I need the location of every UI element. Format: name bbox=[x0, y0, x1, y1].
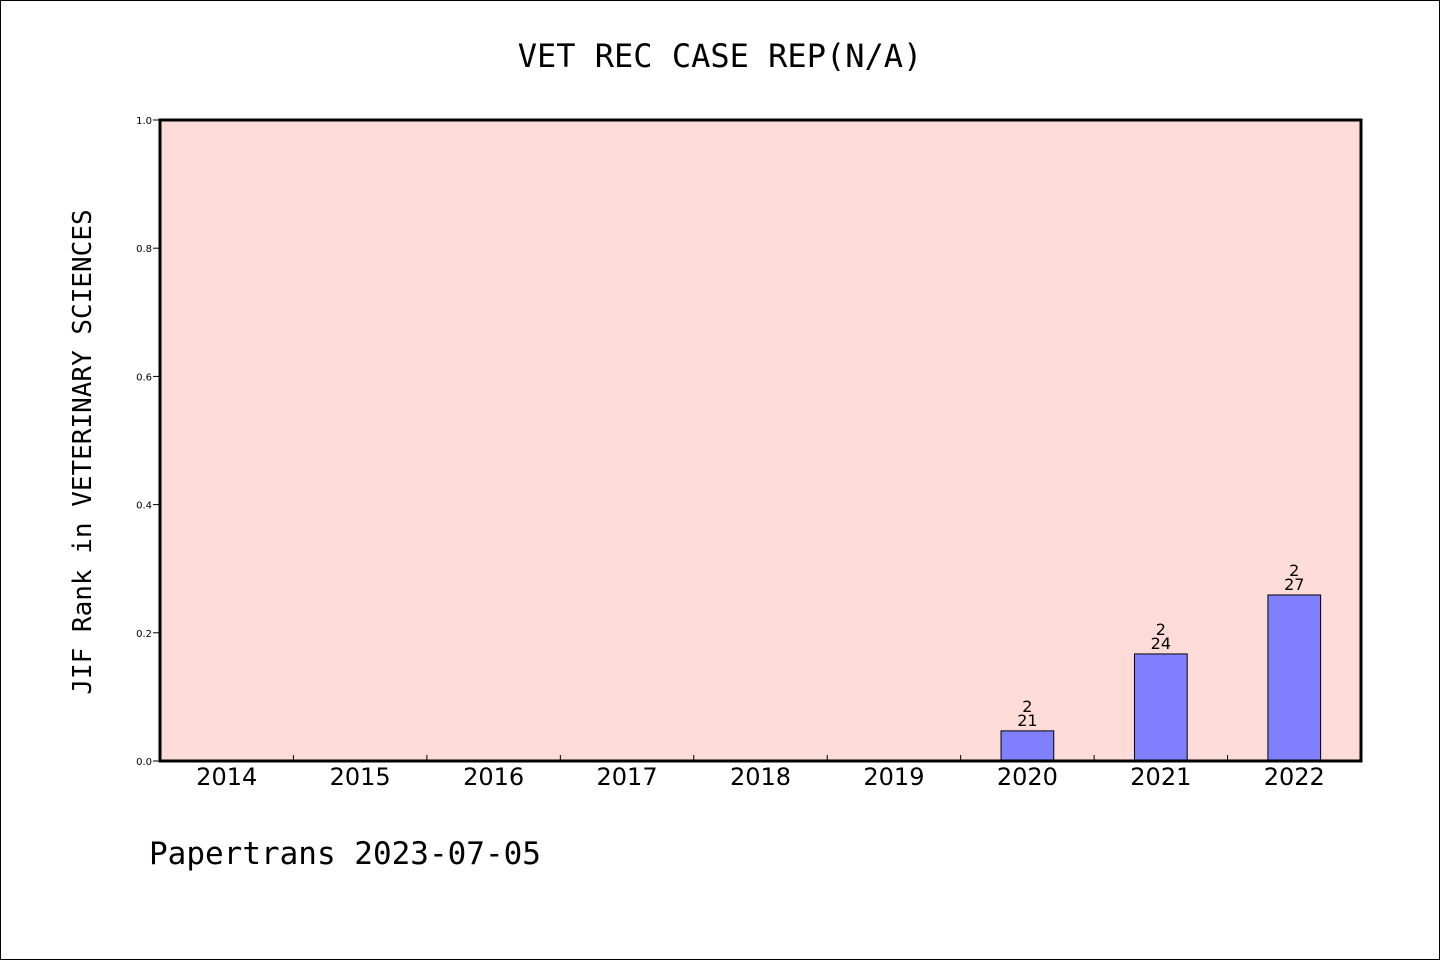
y-axis-label: JIF Rank in VETERINARY SCIENCES bbox=[68, 209, 98, 694]
x-tick-label: 2014 bbox=[196, 763, 257, 791]
x-tick-label: 2022 bbox=[1264, 763, 1325, 791]
bar-label-top: 2 bbox=[1022, 697, 1032, 716]
bar-label-bottom: 21 bbox=[1017, 711, 1037, 730]
x-tick-label: 2020 bbox=[997, 763, 1058, 791]
footer-credit: Papertrans 2023-07-05 bbox=[149, 836, 541, 872]
y-tick-label: 0.0 bbox=[136, 757, 152, 768]
bar-label-top: 2 bbox=[1156, 620, 1166, 639]
x-tick-label: 2018 bbox=[730, 763, 791, 791]
bar bbox=[1267, 594, 1322, 762]
bars bbox=[1000, 594, 1322, 762]
y-tick-label: 0.8 bbox=[136, 244, 152, 255]
y-tick-label: 1.0 bbox=[136, 116, 152, 127]
x-tick-label: 2015 bbox=[330, 763, 391, 791]
x-tick-label: 2019 bbox=[863, 763, 924, 791]
bar bbox=[1000, 730, 1055, 762]
bar-label-top: 2 bbox=[1289, 561, 1299, 580]
y-tick-label: 0.4 bbox=[136, 501, 152, 512]
y-tick-label: 0.2 bbox=[136, 629, 152, 640]
x-axis-ticks: 2014 2015 2016 2017 2018 2019 2020 2021 2022 bbox=[196, 755, 1325, 791]
x-tick-label: 2017 bbox=[597, 763, 658, 791]
y-tick-label: 0.6 bbox=[136, 372, 152, 383]
x-tick-label: 2016 bbox=[463, 763, 524, 791]
plot-border bbox=[158, 118, 1363, 763]
y-axis-ticks: 0.0 0.2 0.4 0.6 0.8 1.0 bbox=[136, 116, 160, 768]
x-tick-label: 2021 bbox=[1130, 763, 1191, 791]
bar bbox=[1133, 653, 1188, 762]
bar-label-bottom: 24 bbox=[1151, 634, 1171, 653]
chart-title: VET REC CASE REP(N/A) bbox=[518, 37, 923, 75]
bar-label-bottom: 27 bbox=[1284, 575, 1304, 594]
